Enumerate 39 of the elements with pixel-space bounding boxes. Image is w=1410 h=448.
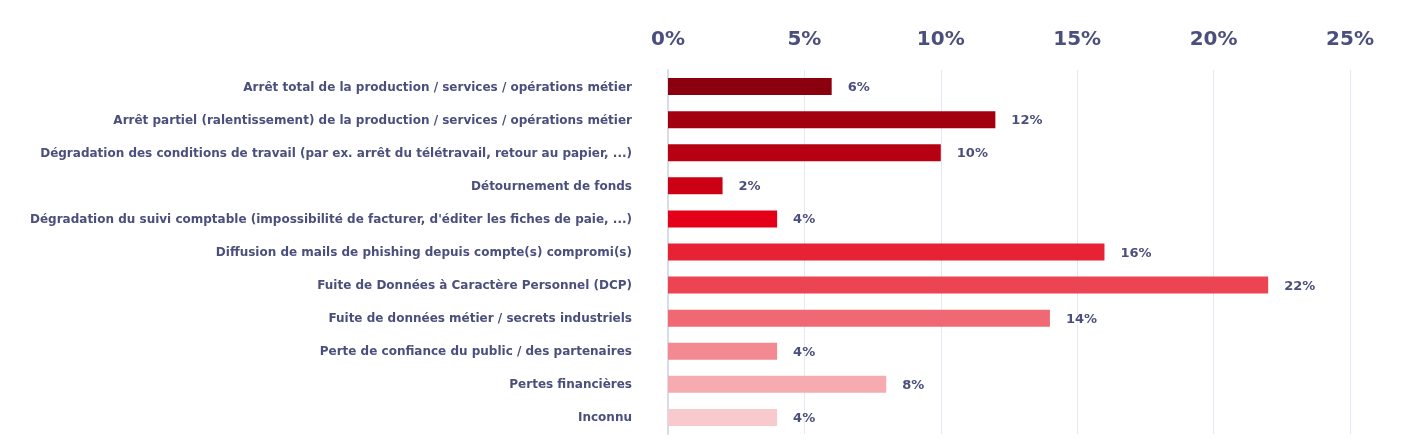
y-tick-label: Diffusion de mails de phishing depuis compte(s) compromi(s) [215, 245, 632, 259]
y-tick-label: Fuite de données métier / secrets industriels [328, 311, 632, 326]
data-label: 4% [793, 409, 816, 425]
y-tick-label: Perte de confiance du public / des partenaires [319, 344, 632, 359]
data-label: 6% [847, 79, 870, 95]
bar [668, 210, 778, 228]
y-tick-label: Inconnu [578, 410, 632, 425]
data-label: 10% [956, 145, 988, 161]
bar [668, 243, 1105, 261]
y-tick-label: Détournement de fonds [471, 178, 632, 193]
data-label: 16% [1120, 244, 1152, 260]
y-tick-label: Fuite de Données à Caractère Personnel (DCP) [317, 278, 632, 293]
data-label: 2% [738, 178, 761, 194]
bar [668, 78, 832, 96]
x-tick-label: 20% [1189, 26, 1238, 50]
x-tick-label: 15% [1053, 26, 1102, 50]
data-label: 8% [902, 376, 925, 392]
x-tick-label: 5% [787, 26, 822, 50]
bar [668, 177, 723, 195]
data-label: 12% [1011, 112, 1043, 128]
bar [668, 309, 1050, 327]
y-tick-label: Arrêt total de la production / services / opérations métier [243, 79, 633, 94]
data-label: 14% [1065, 310, 1098, 326]
x-tick-label: 10% [916, 26, 965, 50]
bar [668, 144, 941, 162]
bar [668, 276, 1269, 294]
bar [668, 408, 778, 426]
data-label: 4% [793, 211, 816, 227]
y-tick-label: Pertes financières [509, 377, 632, 392]
data-label: 4% [793, 343, 816, 359]
bar [668, 342, 778, 360]
y-tick-label: Dégradation du suivi comptable (impossibilité de facturer, d'éditer les fiches de paie, ...) [29, 211, 632, 226]
x-tick-label: 0% [651, 26, 685, 50]
bar [668, 375, 887, 393]
data-label: 22% [1284, 277, 1316, 293]
x-tick-label: 25% [1326, 26, 1374, 50]
y-tick-label: Dégradation des conditions de travail (par ex. arrêt du télétravail, retour au papier, ...) [40, 145, 632, 160]
y-tick-label: Arrêt partiel (ralentissement) de la production / services / opérations métier [113, 112, 633, 127]
bar [668, 111, 996, 129]
